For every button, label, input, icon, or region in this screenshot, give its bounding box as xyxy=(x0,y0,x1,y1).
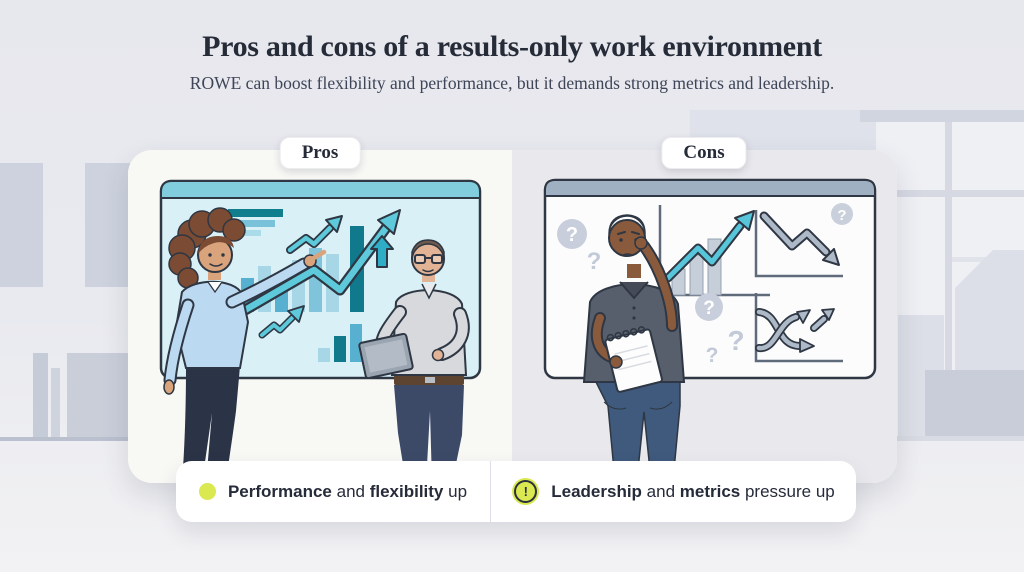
bg-shelf-book xyxy=(33,353,48,437)
legend-cons-text: Leadership and metrics pressure up xyxy=(551,482,835,502)
bg-window-left-pane xyxy=(0,163,43,287)
lime-dot-icon xyxy=(198,483,216,500)
question-mark: ? xyxy=(566,224,578,246)
pros-uptrend-arrow-icon xyxy=(222,209,401,326)
alert-exclamation-icon: ! xyxy=(512,478,540,505)
pros-man-with-tablet xyxy=(358,239,470,483)
pros-label: Pros xyxy=(279,137,361,169)
cons-chart-tangle-icon xyxy=(754,293,843,363)
bg-sill-line-right xyxy=(876,436,1024,441)
notepad-icon xyxy=(604,326,663,393)
cons-label: Cons xyxy=(661,137,747,169)
legend-pros-keyword-2: flexibility xyxy=(369,481,444,501)
page-title: Pros and cons of a results-only work env… xyxy=(202,30,822,63)
cons-panel: ? xyxy=(512,150,897,483)
exclamation-glyph: ! xyxy=(514,480,538,503)
cons-chart-up-icon xyxy=(658,205,770,297)
cons-illustration: ? xyxy=(543,178,877,471)
bg-window-mullion-vertical xyxy=(945,122,952,440)
cons-man-thinking xyxy=(582,214,686,471)
legend-pros-joiner: and xyxy=(331,481,370,501)
legend-bar: Performance and flexibility up ! Leaders… xyxy=(176,461,856,522)
bg-shelf-line xyxy=(0,437,130,441)
page-subtitle: ROWE can boost flexibility and performan… xyxy=(189,73,835,93)
bg-wall-band-dark xyxy=(860,110,1024,122)
question-mark: ? xyxy=(837,207,846,224)
question-mark: ? xyxy=(703,298,715,319)
pros-block-up-arrow-icon xyxy=(370,235,394,268)
legend-pros-keyword-1: Performance xyxy=(227,481,332,501)
bg-building-band xyxy=(925,370,1024,436)
bg-window-left-pane-2 xyxy=(85,163,130,287)
pros-illustration xyxy=(159,179,482,483)
legend-item-cons: ! Leadership and metrics pressure up xyxy=(490,461,856,522)
bg-shelf-book-thin xyxy=(51,368,60,437)
pros-panel xyxy=(128,150,512,483)
legend-cons-keyword-1: Leadership xyxy=(551,481,642,501)
legend-pros-text: Performance and flexibility up xyxy=(228,482,467,502)
header: Pros and cons of a results-only work env… xyxy=(0,30,1024,94)
bg-window-mullion-horizontal xyxy=(876,190,1024,197)
legend-pros-suffix: up xyxy=(443,481,468,501)
question-mark: ? xyxy=(727,325,744,356)
tablet-icon xyxy=(358,332,414,380)
cons-chart-down-icon: ? xyxy=(754,203,853,278)
question-mark: ? xyxy=(706,344,719,367)
legend-item-pros: Performance and flexibility up xyxy=(176,461,490,522)
cons-question-marks: ? ? ? ? ? xyxy=(557,219,745,367)
glasses-icon xyxy=(414,254,443,264)
bg-shelf-block xyxy=(67,353,128,437)
pros-woman-pointing xyxy=(163,207,327,483)
question-mark: ? xyxy=(587,248,602,275)
comparison-card: ? xyxy=(128,150,897,483)
pros-mini-trend-icon xyxy=(258,305,362,362)
legend-cons-joiner: and xyxy=(641,481,680,501)
legend-cons-suffix: pressure up xyxy=(740,481,835,501)
pros-small-arrow-icon xyxy=(286,215,343,254)
legend-cons-keyword-2: metrics xyxy=(679,481,741,501)
